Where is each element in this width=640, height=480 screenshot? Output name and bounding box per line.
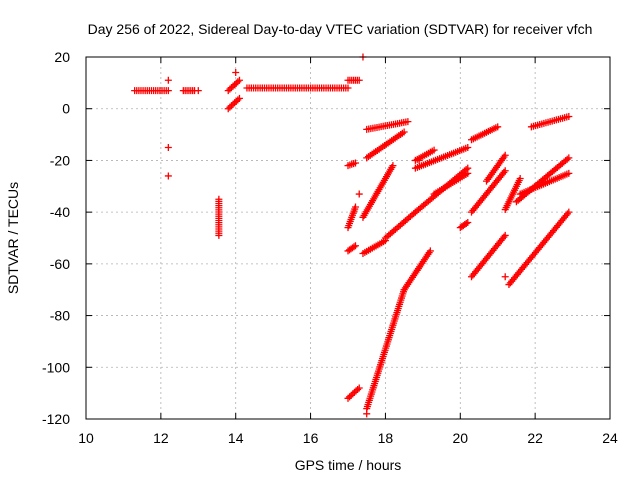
x-tick-label: 14 bbox=[228, 430, 244, 446]
data-point-seg10 bbox=[355, 384, 363, 392]
y-tick-label: -80 bbox=[50, 308, 70, 324]
data-point-single bbox=[164, 172, 172, 180]
x-tick-label: 22 bbox=[527, 430, 543, 446]
data-point-seg17 bbox=[426, 247, 434, 255]
data-point-seg23 bbox=[494, 123, 502, 131]
y-tick-label: 0 bbox=[62, 101, 70, 117]
axis-ticks bbox=[85, 56, 611, 420]
data-point-single bbox=[355, 190, 363, 198]
data-point-seg13 bbox=[389, 162, 397, 170]
data-point-single bbox=[363, 410, 371, 418]
x-tick-label: 10 bbox=[78, 430, 94, 446]
data-points bbox=[131, 53, 573, 418]
data-point-seg3 bbox=[235, 94, 243, 102]
data-point-seg3 bbox=[234, 96, 242, 104]
y-tick-label: -40 bbox=[50, 204, 70, 220]
chart-title: Day 256 of 2022, Sidereal Day-to-day VTE… bbox=[88, 21, 593, 37]
plot-frame bbox=[85, 56, 611, 420]
data-point-seg10 bbox=[354, 385, 362, 393]
x-tick-label: 24 bbox=[602, 430, 618, 446]
data-point-seg22 bbox=[462, 220, 470, 228]
data-point-seg2 bbox=[235, 76, 243, 84]
grid-lines bbox=[86, 57, 610, 419]
data-point-seg24 bbox=[500, 168, 508, 176]
x-tick-label: 20 bbox=[452, 430, 468, 446]
data-point-seg9 bbox=[351, 159, 359, 167]
data-point-seg27 bbox=[516, 175, 524, 183]
data-point-single bbox=[232, 69, 240, 77]
data-point-seg19 bbox=[464, 144, 472, 151]
data-point-single bbox=[164, 76, 172, 84]
data-point-seg29 bbox=[565, 154, 573, 162]
data-point-single bbox=[415, 156, 423, 164]
x-tick-label: 18 bbox=[378, 430, 394, 446]
y-tick-label: -120 bbox=[42, 411, 70, 427]
data-point-seg0 bbox=[164, 87, 172, 95]
data-point-seg30 bbox=[565, 169, 573, 177]
y-axis-tick-labels: 20 0 -20 -40 -60 -80 -100 -120 bbox=[42, 49, 70, 427]
data-point-seg21 bbox=[464, 169, 472, 177]
data-point-seg7 bbox=[351, 203, 359, 211]
data-point-seg22 bbox=[464, 218, 472, 226]
y-tick-label: -60 bbox=[50, 256, 70, 272]
data-point-seg18 bbox=[430, 146, 438, 154]
data-point-seg24 bbox=[501, 167, 509, 175]
data-point-seg8 bbox=[350, 243, 358, 251]
data-point-seg12 bbox=[400, 128, 408, 136]
x-axis-tick-labels: 10 12 14 16 18 20 22 24 bbox=[78, 430, 618, 446]
x-axis-label: GPS time / hours bbox=[295, 457, 402, 473]
x-tick-label: 16 bbox=[303, 430, 319, 446]
data-point-seg8 bbox=[351, 242, 359, 250]
x-tick-label: 12 bbox=[153, 430, 169, 446]
y-tick-label: -20 bbox=[50, 152, 70, 168]
data-point-single bbox=[501, 273, 509, 281]
data-point-single bbox=[194, 87, 202, 95]
data-point-seg26 bbox=[501, 151, 509, 159]
data-point-seg31 bbox=[565, 112, 573, 120]
y-tick-label: -100 bbox=[42, 359, 70, 375]
data-point-seg25 bbox=[501, 231, 509, 239]
data-point-seg2 bbox=[234, 78, 242, 86]
data-point-seg25 bbox=[500, 233, 508, 241]
y-tick-label: 20 bbox=[54, 49, 70, 65]
data-point-seg11 bbox=[404, 118, 412, 126]
data-point-seg28 bbox=[565, 208, 573, 216]
data-point-single bbox=[164, 144, 172, 151]
data-point-seg29 bbox=[563, 155, 571, 163]
data-point-seg4 bbox=[344, 84, 352, 92]
data-point-seg5 bbox=[355, 76, 363, 84]
y-axis-label: SDTVAR / TECUs bbox=[5, 182, 21, 294]
data-point-seg6 bbox=[215, 195, 223, 203]
